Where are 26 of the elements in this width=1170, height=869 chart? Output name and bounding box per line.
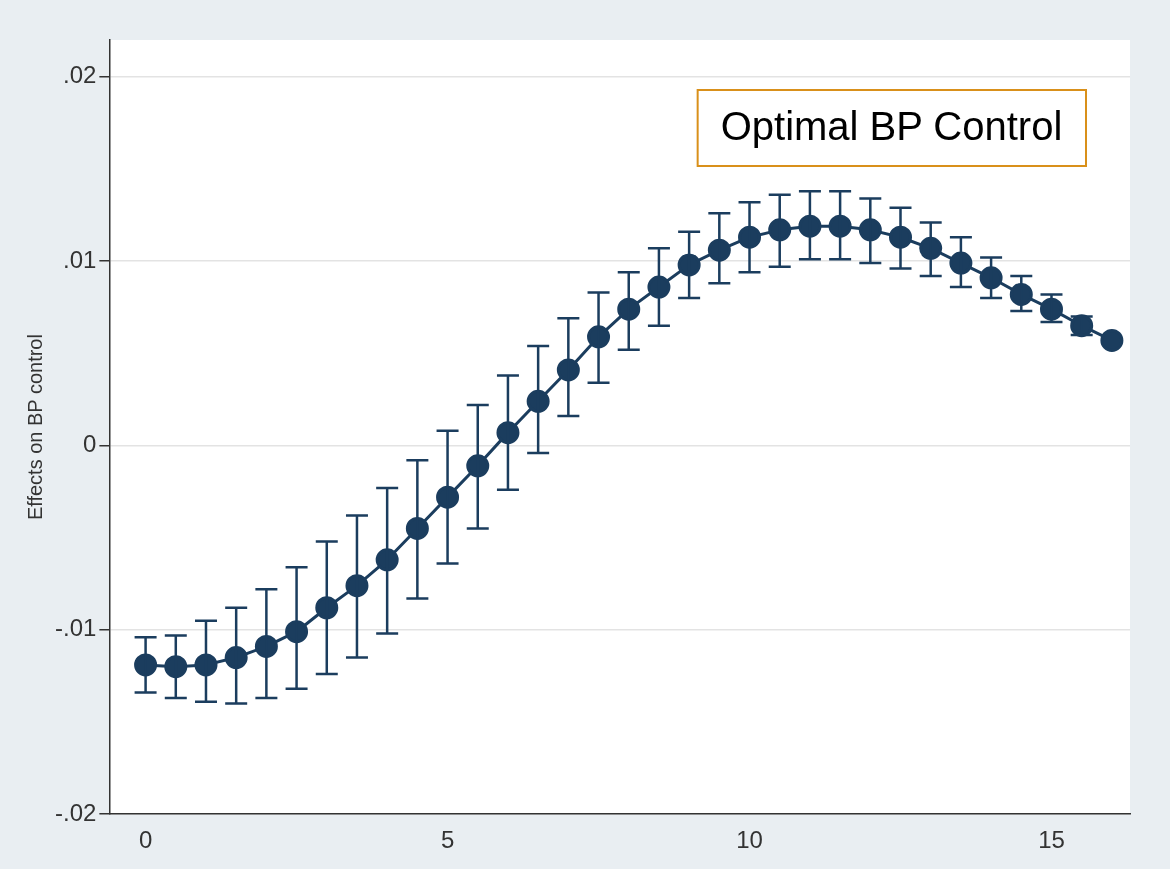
point — [1100, 328, 1124, 352]
point — [194, 653, 218, 677]
x-tick-label: 0 — [138, 826, 153, 854]
point — [375, 548, 399, 572]
point — [828, 214, 852, 238]
point — [315, 596, 339, 620]
annotation: Optimal BP Control — [720, 104, 1063, 149]
point — [526, 389, 550, 413]
y-tick-label: .02 — [62, 61, 97, 89]
y-tick-label: -.02 — [55, 798, 97, 826]
point — [647, 275, 671, 299]
point — [164, 655, 188, 679]
point — [224, 646, 248, 670]
point — [798, 214, 822, 238]
y-axis-title: Effects on BP control — [23, 334, 46, 521]
point — [496, 421, 520, 445]
y-tick-label: 0 — [83, 430, 97, 458]
x-tick-label: 15 — [1038, 826, 1065, 854]
point — [345, 574, 369, 598]
point — [979, 266, 1003, 290]
y-tick-label: .01 — [62, 245, 97, 273]
point — [949, 251, 973, 275]
y-tick-label: -.01 — [55, 614, 97, 642]
x-tick-label: 10 — [736, 826, 763, 854]
point — [466, 454, 490, 478]
x-tick-label: 5 — [440, 826, 455, 854]
